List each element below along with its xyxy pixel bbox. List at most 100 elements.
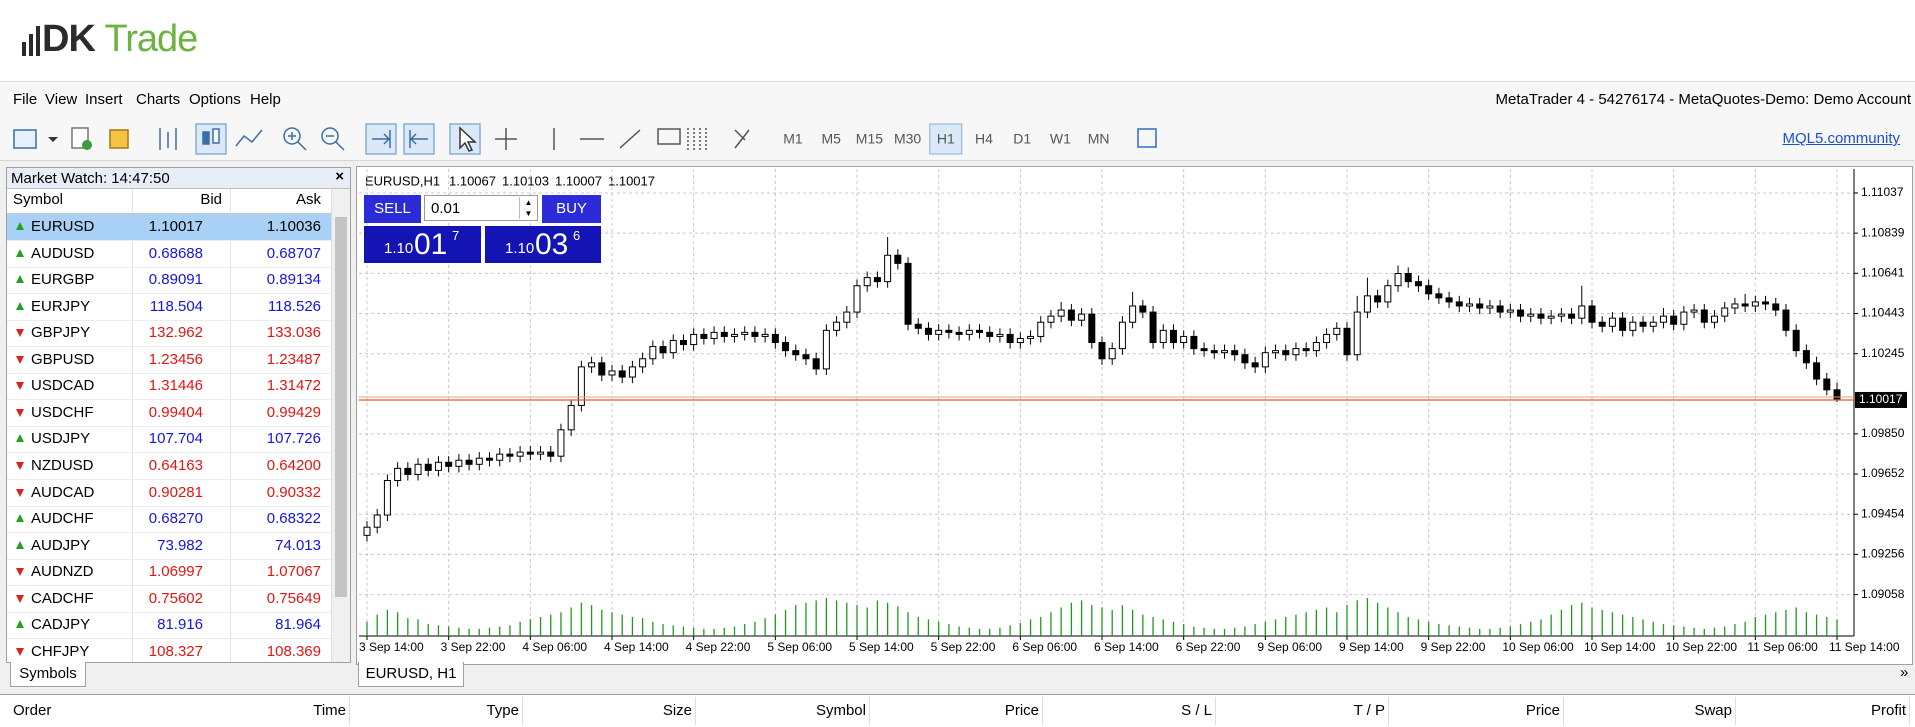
mw-ask: 1.23487 [266, 350, 321, 368]
x-tick-label: 5 Sep 06:00 [767, 640, 832, 654]
candle-body [833, 321, 841, 331]
menu-item[interactable]: View [45, 91, 78, 108]
arrow-down [16, 461, 24, 470]
community-link[interactable]: MQL5.community [1782, 130, 1900, 147]
mw-row[interactable]: NZDUSD 0.64163 0.64200 [7, 453, 331, 480]
terminal-divider [1042, 697, 1043, 725]
candle-body [1129, 305, 1137, 323]
menu-item[interactable]: Charts [136, 91, 181, 108]
arrow-down [16, 568, 24, 577]
arrow-up [16, 248, 24, 257]
timeframe[interactable]: M15 [856, 131, 883, 147]
mw-divider [7, 213, 331, 214]
arrow-up [16, 514, 24, 523]
candle-body [1517, 309, 1525, 317]
mw-row[interactable]: CHFJPY 108.327 108.369 [7, 639, 331, 662]
mw-bid: 132.962 [148, 324, 203, 342]
price-label: 1.10017 [1859, 392, 1903, 406]
arrow-down [16, 408, 24, 417]
candle-body [1496, 305, 1504, 313]
candle-body [1006, 333, 1014, 344]
timeframe[interactable]: D1 [1013, 131, 1031, 147]
mw-symbol: CADJPY [31, 616, 91, 634]
menu-item[interactable]: Options [189, 91, 241, 108]
mw-bid: 1.31446 [148, 377, 203, 395]
mw-row[interactable]: USDCHF 0.99404 0.99429 [7, 400, 331, 427]
mw-row[interactable]: CADJPY 81.916 81.964 [7, 612, 331, 640]
timeframe[interactable]: M30 [894, 131, 921, 147]
mw-row[interactable]: AUDNZD 1.06997 1.07067 [7, 559, 331, 587]
mw-close[interactable]: × [335, 168, 344, 185]
mw-bid: 0.68270 [148, 510, 203, 528]
scrollbar[interactable] [331, 189, 350, 662]
mw-row[interactable]: AUDCHF 0.68270 0.68322 [7, 506, 331, 534]
candle-body [1455, 301, 1463, 307]
x-tick-label: 11 Sep 14:00 [1829, 640, 1900, 654]
candle-body [1404, 273, 1412, 283]
candle-body [782, 342, 790, 352]
candle-body [455, 459, 463, 467]
price-prefix: 1.10 [384, 240, 414, 257]
candle-body [486, 457, 493, 461]
buy-button[interactable]: BUY [542, 195, 601, 223]
mw-symbol: USDJPY [31, 430, 91, 448]
toolbar: M1 M5 M15 M30 H1 H4 D1 W1 MN MQL5.community [0, 118, 1915, 161]
sell-price[interactable]: 1.10 01 7 [364, 226, 481, 263]
mw-row[interactable]: AUDJPY 73.982 74.013 [7, 533, 331, 560]
mw-ask: 0.68707 [266, 244, 321, 262]
buy-price[interactable]: 1.10 03 6 [485, 226, 601, 263]
mw-bid: 1.10017 [148, 218, 203, 235]
tab-scroll[interactable]: » [1900, 664, 1909, 681]
candle-body [1608, 317, 1616, 327]
candle-body [394, 467, 402, 482]
candle-body [1557, 313, 1565, 317]
candle-body [873, 277, 881, 283]
x-tick-label: 4 Sep 14:00 [604, 640, 669, 654]
timeframe[interactable]: H1 [937, 131, 955, 147]
y-tick-label: 1.09256 [1861, 547, 1905, 561]
candle-body [618, 370, 626, 378]
menu-item[interactable]: Insert [85, 91, 123, 108]
mw-ask: 81.964 [275, 616, 321, 634]
candle-body [792, 350, 800, 356]
symbols-tab[interactable]: Symbols [10, 662, 86, 687]
mw-row[interactable]: AUDCAD 0.90281 0.90332 [7, 480, 331, 507]
mw-row[interactable]: GBPUSD 1.23456 1.23487 [7, 347, 331, 374]
mw-ask: 0.64200 [266, 456, 321, 474]
mw-symbol: USDCAD [31, 377, 95, 395]
mw-symbol: EURJPY [31, 297, 91, 315]
mw-col-divider [132, 189, 133, 662]
candle-body [996, 333, 1004, 337]
candle-body [1333, 327, 1341, 335]
lot-spinner[interactable]: ▲ ▼ [519, 197, 537, 219]
x-tick-label: 6 Sep 22:00 [1176, 640, 1241, 654]
timeframe[interactable]: H4 [975, 131, 993, 147]
timeframe[interactable]: MN [1088, 131, 1110, 147]
menu-item[interactable]: Help [250, 91, 281, 108]
timeframe[interactable]: M5 [821, 131, 841, 147]
mw-row[interactable]: EURUSD 1.10017 1.10036 [7, 214, 331, 241]
terminal-column: S / L [1181, 702, 1212, 719]
chart-tab[interactable]: EURUSD, H1 [358, 662, 464, 687]
arrow-up [16, 275, 24, 284]
mw-row[interactable]: GBPJPY 132.962 133.036 [7, 320, 331, 348]
mw-row[interactable]: USDJPY 107.704 107.726 [7, 426, 331, 454]
candle-body [1629, 321, 1637, 331]
timeframe[interactable]: W1 [1050, 131, 1071, 147]
mw-row[interactable]: EURJPY 118.504 118.526 [7, 294, 331, 321]
mw-row[interactable]: CADCHF 0.75602 0.75649 [7, 586, 331, 613]
menu-item[interactable]: File [13, 91, 38, 108]
y-tick-label: 1.09850 [1861, 426, 1905, 440]
sell-button[interactable]: SELL [364, 195, 421, 223]
mw-row[interactable]: EURGBP 0.89091 0.89134 [7, 267, 331, 295]
mw-row[interactable]: AUDUSD 0.68688 0.68707 [7, 241, 331, 268]
timeframe[interactable]: M1 [783, 131, 803, 147]
price-small: 7 [452, 228, 460, 243]
mw-col-divider [230, 189, 231, 662]
mw-row[interactable]: USDCAD 1.31446 1.31472 [7, 373, 331, 401]
candle-body [976, 329, 983, 333]
x-tick-label: 3 Sep 14:00 [359, 640, 424, 654]
terminal-divider [349, 697, 350, 725]
scroll-thumb[interactable] [335, 217, 347, 597]
candle-body [853, 285, 861, 313]
